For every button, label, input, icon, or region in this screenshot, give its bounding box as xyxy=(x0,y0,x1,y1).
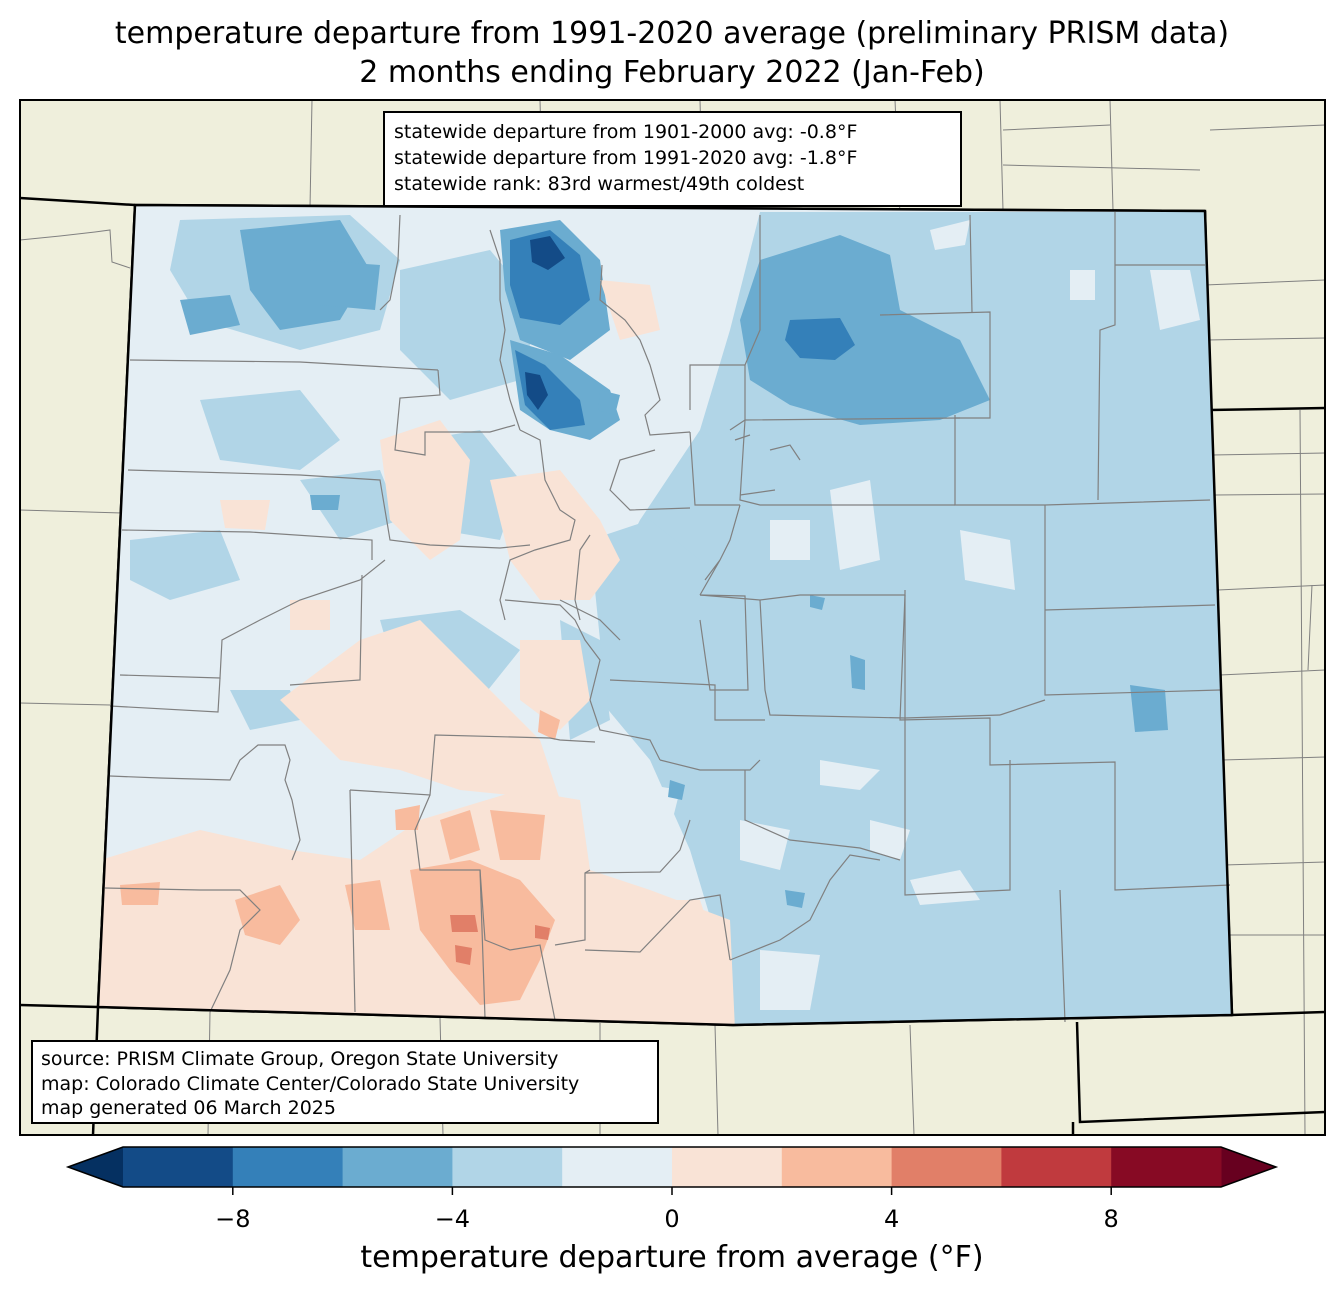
map-title-line1: temperature departure from 1991-2020 ave… xyxy=(114,16,1230,51)
map-frame xyxy=(19,99,1326,1136)
credits-box: source: PRISM Climate Group, Oregon Stat… xyxy=(31,1040,659,1124)
field-neg6-to-neg8 xyxy=(510,230,855,430)
map-title-line2: 2 months ending February 2022 (Jan-Feb) xyxy=(359,55,985,90)
colorbar-tick-label: 8 xyxy=(1103,1205,1119,1233)
temperature-field xyxy=(98,205,1232,1025)
colorbar-tick-label: −4 xyxy=(434,1205,471,1233)
stats-rank: statewide rank: 83rd warmest/49th coldes… xyxy=(394,173,805,195)
field-neg8-to-neg10 xyxy=(525,236,565,410)
colorado-border xyxy=(96,203,1234,1027)
colorbar-tick-label: 4 xyxy=(883,1205,900,1233)
colorbar-label: temperature departure from average (°F) xyxy=(360,1240,984,1275)
county-borders xyxy=(104,212,1231,1023)
statewide-stats-box: statewide departure from 1901-2000 avg: … xyxy=(383,111,962,207)
colorbar-tick-label: 0 xyxy=(664,1205,680,1233)
credits-map: map: Colorado Climate Center/Colorado St… xyxy=(41,1072,580,1095)
field-0-to-2 xyxy=(98,280,735,1025)
credits-generated: map generated 06 March 2025 xyxy=(41,1097,336,1119)
colorbar-tick-label: −8 xyxy=(215,1205,251,1233)
field-east-anomalies-0 xyxy=(620,220,1200,1010)
credits-source: source: PRISM Climate Group, Oregon Stat… xyxy=(41,1048,559,1070)
stats-departure-1991-2020: statewide departure from 1991-2020 avg: … xyxy=(394,147,858,169)
stats-departure-1901-2000: statewide departure from 1901-2000 avg: … xyxy=(394,121,858,143)
field-4-to-6 xyxy=(450,915,550,965)
